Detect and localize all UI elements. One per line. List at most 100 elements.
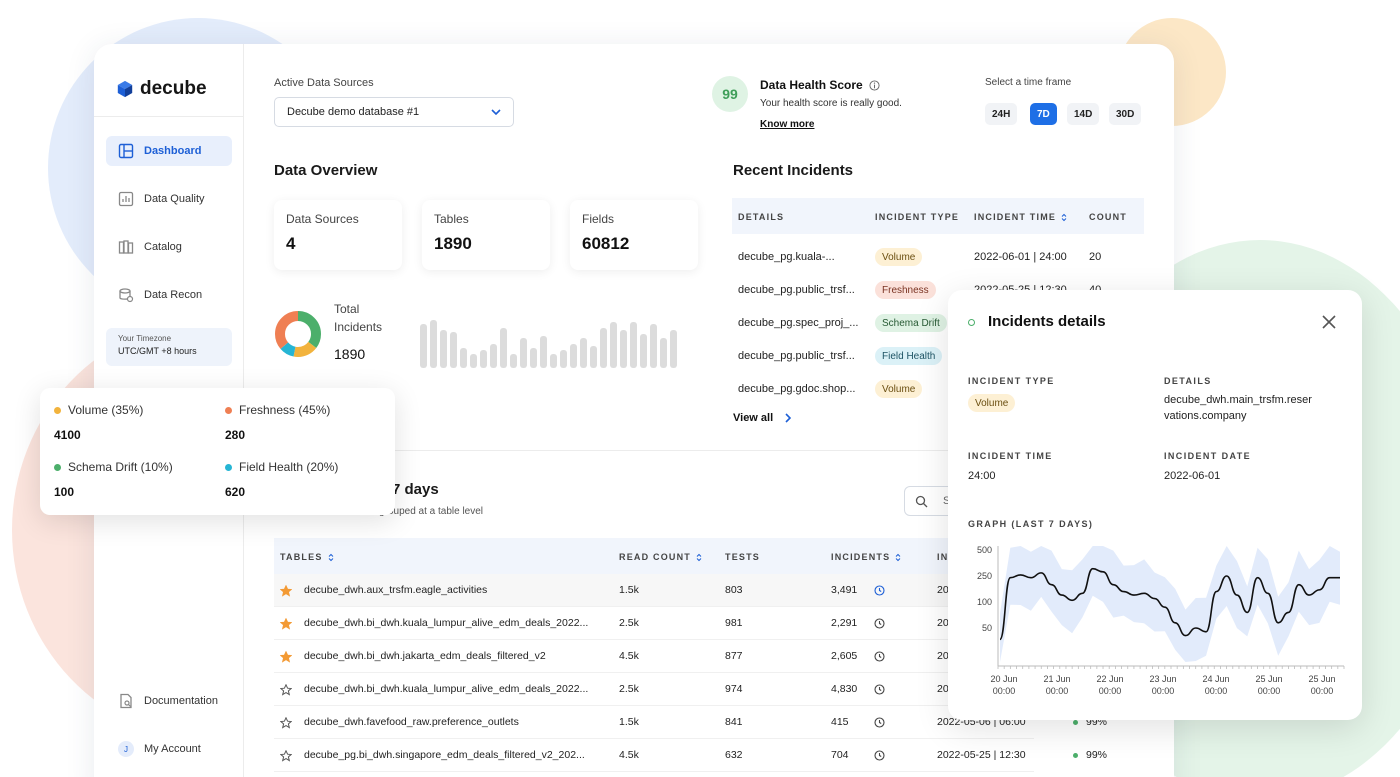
star-outline-icon[interactable] — [280, 684, 292, 696]
y-tick-label: 100 — [977, 597, 992, 607]
total-incidents-label-2: Incidents — [334, 320, 383, 334]
sort-icon — [696, 553, 702, 561]
sidebar-item-label: Dashboard — [144, 145, 202, 157]
sparkline-bar — [470, 354, 477, 368]
timeframe-24h-button[interactable]: 24H — [985, 103, 1018, 125]
star-outline-icon[interactable] — [280, 717, 292, 729]
clock-icon[interactable] — [874, 618, 885, 629]
star-filled-icon[interactable] — [280, 585, 292, 597]
tests-cell: 974 — [725, 683, 743, 695]
table-row[interactable] — [274, 673, 1034, 706]
panel-title: Incidents details — [988, 313, 1106, 330]
x-tick-time-label: 00:00 — [1258, 686, 1281, 696]
incident-details-cell: decube_pg.public_trsf... — [738, 284, 855, 296]
view-all-link[interactable]: View all — [733, 412, 792, 424]
sidebar-item-dashboard[interactable]: Dashboard — [106, 136, 232, 166]
sparkline-bar — [600, 328, 607, 368]
sort-icon — [895, 553, 901, 561]
sparkline-bar — [480, 350, 487, 368]
sidebar-item-label: Data Quality — [144, 193, 205, 205]
sort-icon — [1061, 213, 1067, 221]
table-row[interactable] — [274, 607, 1034, 640]
clock-icon[interactable] — [874, 585, 885, 596]
incidents-bar-sparkline — [420, 308, 677, 368]
incident-date-label: INCIDENT DATE — [1164, 451, 1252, 461]
incident-legend-card: Volume (35%) 4100 Freshness (45%) 280 Sc… — [40, 388, 395, 515]
incident-type-badge: Volume — [875, 248, 923, 266]
sidebar-item-documentation[interactable]: Documentation — [106, 686, 232, 716]
tests-cell: 877 — [725, 650, 743, 662]
details-value-line1: decube_dwh.main_trsfm.reser — [1164, 394, 1312, 406]
incident-details-cell: decube_pg.spec_proj_... — [738, 317, 859, 329]
legend-label: Freshness (45%) — [239, 403, 331, 417]
incident-details-panel: Incidents details INCIDENT TYPE Volume D… — [948, 290, 1362, 720]
tests-cell: 632 — [725, 749, 743, 761]
sidebar-item-catalog[interactable]: Catalog — [106, 232, 232, 262]
incident-details-cell: decube_pg.kuala-... — [738, 251, 835, 263]
sparkline-bar — [550, 354, 557, 368]
sparkline-bar — [580, 338, 587, 368]
timezone-box[interactable]: Your Timezone UTC/GMT +8 hours — [106, 328, 232, 366]
stat-card-fields[interactable]: Fields 60812 — [570, 200, 698, 270]
x-tick-label: 24 Jun — [1202, 674, 1229, 684]
legend-value: 280 — [225, 428, 246, 442]
sidebar-item-data-recon[interactable]: Data Recon — [106, 280, 232, 310]
close-icon[interactable] — [1322, 315, 1336, 329]
document-icon — [120, 693, 132, 709]
stat-card-data-sources[interactable]: Data Sources 4 — [274, 200, 402, 270]
star-filled-icon[interactable] — [280, 618, 292, 630]
tables-table-header: TABLES READ COUNT TESTS INCIDENTS IN — [274, 538, 1034, 574]
sidebar-item-label: Data Recon — [144, 289, 203, 301]
legend-item-freshness: Freshness (45%) — [225, 403, 330, 417]
legend-dot — [225, 406, 232, 414]
table-row[interactable] — [274, 706, 1034, 739]
legend-dot — [225, 463, 232, 471]
recon-icon — [119, 288, 134, 303]
sparkline-bar — [430, 320, 437, 368]
data-source-select[interactable]: Decube demo database #1 — [274, 97, 514, 127]
stat-value: 4 — [286, 234, 296, 253]
sources-label: Active Data Sources — [274, 77, 374, 89]
incident-count-cell: 20 — [1089, 251, 1102, 263]
clock-icon[interactable] — [874, 651, 885, 662]
read-count-cell: 2.5k — [619, 683, 639, 695]
stat-card-tables[interactable]: Tables 1890 — [422, 200, 550, 270]
star-filled-icon[interactable] — [280, 651, 292, 663]
timeframe-14d-button[interactable]: 14D — [1067, 103, 1100, 125]
health-score-badge: 99 — [712, 76, 748, 112]
x-tick-time-label: 00:00 — [1152, 686, 1175, 696]
timeframe-label: Select a time frame — [985, 77, 1072, 88]
cube-logo-icon — [117, 80, 133, 98]
timeframe-7d-button[interactable]: 7D — [1030, 103, 1057, 125]
clock-icon[interactable] — [874, 717, 885, 728]
legend-dot — [54, 406, 61, 414]
col-read-count-label: READ COUNT — [619, 552, 691, 562]
table-row[interactable] — [274, 739, 1034, 772]
catalog-icon — [118, 240, 134, 254]
logo[interactable]: decube — [116, 78, 207, 100]
know-more-link[interactable]: Know more — [760, 119, 815, 130]
star-outline-icon[interactable] — [280, 750, 292, 762]
table-row[interactable] — [274, 574, 1034, 607]
x-tick-label: 23 Jun — [1149, 674, 1176, 684]
sidebar-item-data-quality[interactable]: Data Quality — [106, 184, 232, 214]
incident-type-label: INCIDENT TYPE — [968, 376, 1055, 386]
sparkline-bar — [440, 330, 447, 368]
y-tick-label: 250 — [977, 571, 992, 581]
search-placeholder: S — [943, 495, 951, 507]
info-icon[interactable] — [869, 79, 880, 91]
col-tables[interactable]: TABLES — [280, 552, 334, 562]
col-incidents[interactable]: INCIDENTS — [831, 552, 901, 562]
clock-icon[interactable] — [874, 750, 885, 761]
x-tick-time-label: 00:00 — [1311, 686, 1334, 696]
sidebar-item-my-account[interactable]: J My Account — [106, 734, 232, 764]
col-incident-time[interactable]: INCIDENT TIME — [974, 212, 1067, 222]
table-row[interactable] — [274, 640, 1034, 673]
incident-line-chart: 500 250 100 50 20 Jun 00:00 21 Jun 00:00 22 Jun 0… — [977, 545, 1345, 696]
sidebar-item-label: Catalog — [144, 241, 182, 253]
clock-icon[interactable] — [874, 684, 885, 695]
stat-label: Data Sources — [286, 212, 359, 226]
details-label: DETAILS — [1164, 376, 1212, 386]
col-read-count[interactable]: READ COUNT — [619, 552, 702, 562]
timeframe-30d-button[interactable]: 30D — [1109, 103, 1142, 125]
